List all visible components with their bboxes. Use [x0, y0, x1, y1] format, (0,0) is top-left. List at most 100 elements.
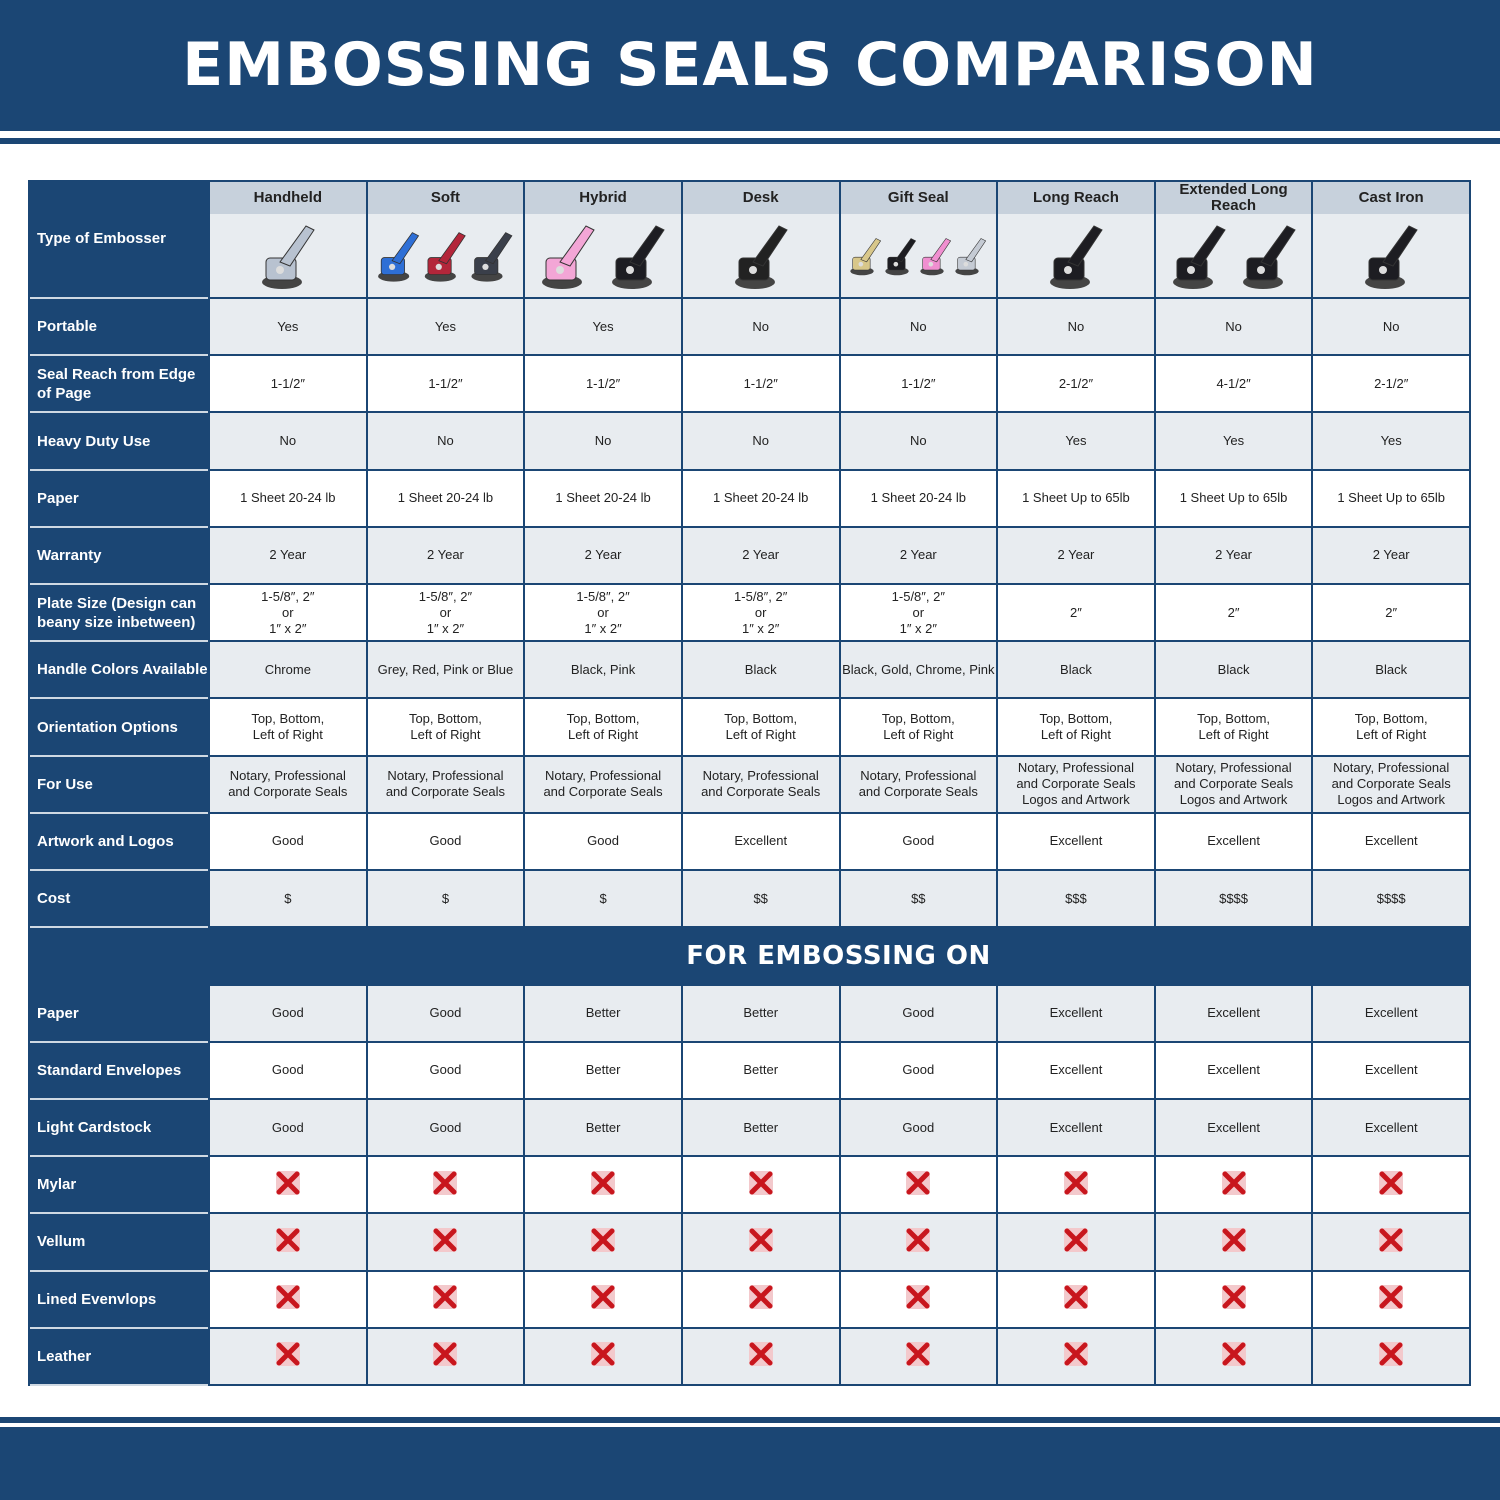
table-cell: Grey, Red, Pink or Blue	[367, 642, 524, 698]
table-cell	[1155, 1271, 1312, 1327]
table-cell: Yes	[998, 413, 1154, 469]
header-band	[0, 0, 1500, 131]
table-cell: 1 Sheet Up to 65lb	[1155, 470, 1312, 526]
column-name: Hybrid	[525, 182, 681, 214]
red-x-icon	[1377, 1340, 1405, 1372]
table-cell: Notary, Professional and Corporate Seals	[367, 756, 524, 812]
row-label: Warranty	[30, 527, 208, 586]
table-cell	[210, 1328, 366, 1384]
column-name: Cast Iron	[1313, 182, 1469, 214]
embosser-image	[920, 237, 952, 275]
red-x-icon	[1377, 1169, 1405, 1201]
table-cell: Yes	[367, 299, 524, 355]
table-cell: 1-1/2″	[840, 356, 997, 412]
table-cell: Excellent	[1155, 1099, 1312, 1156]
table-cell: 2″	[998, 585, 1154, 641]
table-cell: Good	[210, 985, 366, 1041]
table-cell: Black	[998, 642, 1154, 698]
embosser-image	[850, 237, 882, 275]
red-x-icon	[274, 1340, 302, 1372]
table-cell: Black	[1155, 642, 1312, 698]
row-label: Light Cardstock	[30, 1099, 208, 1158]
red-x-icon	[589, 1340, 617, 1372]
row-label: Portable	[30, 299, 208, 357]
table-cell: 4-1/2″	[1155, 356, 1312, 412]
table-cell: Excellent	[998, 1042, 1154, 1098]
table-cell	[682, 1271, 839, 1327]
table-cell: Notary, Professional and Corporate Seals	[840, 756, 997, 812]
table-cell: 2″	[1155, 585, 1312, 641]
table-cell	[682, 1214, 839, 1270]
table-cell: Good	[367, 813, 524, 870]
table-cell: No	[682, 299, 839, 355]
table-cell: Yes	[210, 299, 366, 355]
row-label: Paper	[30, 470, 208, 528]
table-cell: 2-1/2″	[998, 356, 1154, 412]
table-cell: 2 Year	[1313, 527, 1469, 584]
table-cell: No	[840, 413, 997, 469]
embosser-image-desk	[691, 214, 831, 297]
table-cell	[525, 1271, 681, 1327]
table-cell: No	[1313, 299, 1469, 355]
table-cell: Black	[682, 642, 839, 698]
table-cell	[998, 1157, 1154, 1213]
table-cell: $	[210, 871, 366, 927]
table-cell: $$	[682, 871, 839, 927]
table-cell	[210, 1271, 366, 1327]
table-cell: Excellent	[1155, 985, 1312, 1041]
row-label-type-of-embosser: Type of Embosser	[30, 182, 208, 299]
table-cell: Top, Bottom, Left of Right	[840, 699, 997, 755]
column-name: Soft	[367, 182, 524, 214]
red-x-icon	[1377, 1226, 1405, 1258]
table-cell: Good	[840, 1042, 997, 1098]
table-cell: Excellent	[1155, 1042, 1312, 1098]
red-x-icon	[431, 1226, 459, 1258]
table-cell: Better	[682, 1042, 839, 1098]
embosser-image-long-reach	[1006, 214, 1146, 297]
table-cell	[840, 1271, 997, 1327]
table-cell: 1-5/8″, 2″ or 1″ x 2″	[367, 585, 524, 641]
table-cell: $	[367, 871, 524, 927]
table-cell	[1313, 1157, 1469, 1213]
table-cell: Better	[682, 985, 839, 1041]
column-name: Desk	[682, 182, 839, 214]
table-cell	[840, 1328, 997, 1384]
comparison-table: Type of Embosser Handheld Soft Hybrid Des…	[28, 180, 1471, 1386]
table-cell: Top, Bottom, Left of Right	[210, 699, 366, 755]
red-x-icon	[747, 1283, 775, 1315]
table-cell: Excellent	[1313, 985, 1469, 1041]
red-x-icon	[1220, 1226, 1248, 1258]
table-cell: 1-1/2″	[682, 356, 839, 412]
table-cell: Chrome	[210, 642, 366, 698]
column-header: Extended Long Reach	[1155, 182, 1312, 297]
footer-band	[0, 1427, 1500, 1500]
table-cell: $	[525, 871, 681, 927]
red-x-icon	[274, 1226, 302, 1258]
table-cell	[1313, 1328, 1469, 1384]
red-x-icon	[1220, 1340, 1248, 1372]
table-cell: No	[367, 413, 524, 469]
table-cell: Good	[367, 1099, 524, 1156]
table-cell	[1313, 1214, 1469, 1270]
red-x-icon	[1062, 1283, 1090, 1315]
table-cell: 2 Year	[525, 527, 681, 584]
red-x-icon	[747, 1226, 775, 1258]
table-cell: 1 Sheet 20-24 lb	[682, 470, 839, 526]
table-cell: Yes	[1313, 413, 1469, 469]
table-cell: No	[998, 299, 1154, 355]
row-label: Orientation Options	[30, 699, 208, 757]
section-title: FOR EMBOSSING ON	[30, 928, 1469, 984]
table-cell: Good	[210, 1042, 366, 1098]
column-header: Soft	[367, 182, 524, 297]
table-cell	[998, 1214, 1154, 1270]
table-cell: Top, Bottom, Left of Right	[998, 699, 1154, 755]
table-cell: 2 Year	[1155, 527, 1312, 584]
table-cell	[840, 1214, 997, 1270]
red-x-icon	[1220, 1169, 1248, 1201]
table-cell: Better	[525, 1042, 681, 1098]
table-cell: Notary, Professional and Corporate Seals	[210, 756, 366, 812]
red-x-icon	[274, 1169, 302, 1201]
table-cell	[525, 1214, 681, 1270]
table-cell: Good	[367, 985, 524, 1041]
embosser-image	[425, 231, 467, 282]
